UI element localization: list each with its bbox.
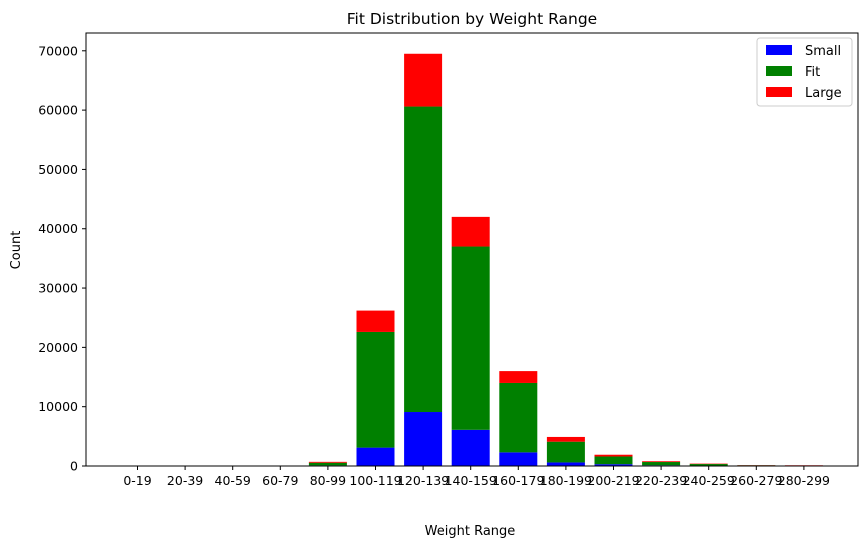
y-tick-label: 70000 [38,43,78,58]
bar-large-140-159 [451,216,490,247]
bar-large-160-179 [499,371,538,383]
bar-large-220-239 [642,461,681,463]
bar-small-140-159 [451,429,490,466]
legend-swatch-small [766,45,792,55]
bar-fit-100-119 [356,331,395,448]
bar-large-180-199 [546,436,585,442]
bar-fit-180-199 [546,441,585,463]
bar-large-120-139 [404,53,443,107]
legend-swatch-fit [766,66,792,76]
legend-swatch-large [766,87,792,97]
bar-small-200-219 [594,464,633,466]
x-tick-label: 0-19 [123,473,151,488]
x-tick-label: 200-219 [587,473,639,488]
legend-label-large: Large [805,86,842,101]
bars-group [308,53,823,466]
bar-fit-140-159 [451,246,490,430]
bar-large-80-99 [308,461,347,463]
bar-fit-200-219 [594,456,633,465]
y-tick-label: 40000 [38,221,78,236]
x-tick-label: 260-279 [730,473,782,488]
x-tick-label: 60-79 [262,473,298,488]
legend-label-small: Small [805,44,841,59]
x-tick-label: 160-179 [492,473,544,488]
x-tick-label: 240-259 [683,473,735,488]
bar-large-100-119 [356,310,395,332]
bar-fit-80-99 [308,462,347,466]
x-tick-label: 220-239 [635,473,687,488]
bar-fit-220-239 [642,462,681,466]
bar-fit-160-179 [499,382,538,453]
chart-title: Fit Distribution by Weight Range [347,10,597,28]
x-tick-label: 100-119 [349,473,401,488]
y-axis-label: Count [9,231,24,270]
bar-small-100-119 [356,447,395,466]
y-tick-label: 0 [70,459,78,474]
legend: Small Fit Large [756,37,853,107]
y-tick-label: 20000 [38,340,78,355]
bar-small-180-199 [546,462,585,466]
y-tick-label: 50000 [38,162,78,177]
bar-fit-120-139 [404,106,443,413]
x-tick-label: 120-139 [397,473,449,488]
y-tick-label: 10000 [38,399,78,414]
x-tick-label: 280-299 [778,473,830,488]
bar-large-200-219 [594,454,633,457]
legend-label-fit: Fit [805,65,820,80]
plot-frame [85,32,859,467]
x-tick-label: 140-159 [445,473,497,488]
x-tick-label: 40-59 [215,473,251,488]
x-axis-label: Weight Range [425,524,516,539]
bar-small-160-179 [499,452,538,466]
bar-small-120-139 [404,412,443,466]
x-tick-label: 20-39 [167,473,203,488]
x-axis: 0-19 20-39 40-59 60-79 80-99 100-119120-13914… [123,466,830,488]
bar-fit-240-259 [689,464,728,466]
y-tick-label: 30000 [38,281,78,296]
y-tick-label: 60000 [38,103,78,118]
x-tick-label: 180-199 [540,473,592,488]
x-tick-label: 80-99 [310,473,346,488]
y-axis: 0 10000 20000 30000 40000 50000 60000 70000 [38,43,86,474]
